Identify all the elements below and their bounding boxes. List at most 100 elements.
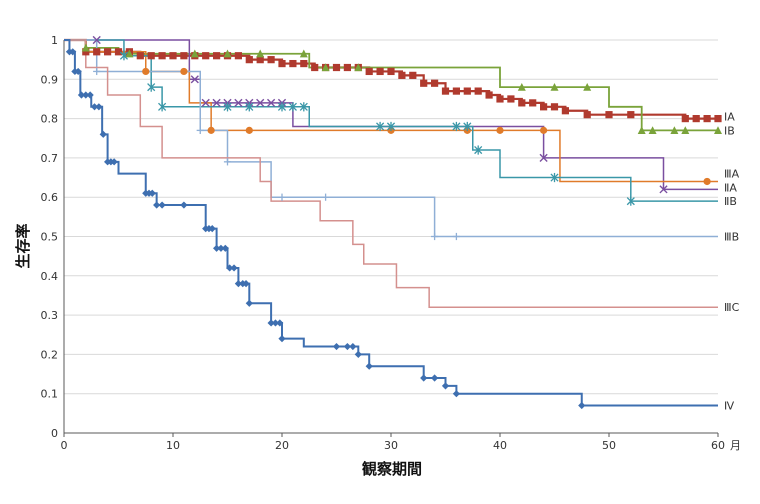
marker-square — [114, 48, 123, 56]
y-tick-label: 0.3 — [41, 309, 59, 322]
marker-x-stroke — [267, 98, 276, 107]
marker-star — [299, 102, 308, 112]
marker-triangle — [637, 126, 646, 134]
marker-diamond — [441, 382, 450, 390]
marker-square — [420, 79, 428, 87]
marker-diamond — [77, 91, 86, 99]
y-tick-label: 0.9 — [41, 73, 59, 86]
marker-circle — [142, 67, 150, 76]
marker-triangle — [354, 63, 363, 72]
marker-diamond — [110, 158, 118, 166]
x-tick-label: 20 — [275, 439, 289, 452]
marker-triangle — [81, 43, 90, 52]
marker-square — [431, 79, 439, 87]
marker-triangle — [299, 49, 308, 58]
x-tick-label: 40 — [493, 439, 507, 452]
marker-circle — [496, 126, 504, 134]
marker-diamond — [354, 350, 362, 358]
marker-square — [136, 52, 144, 60]
series-markers-4 — [119, 51, 635, 206]
marker-square — [627, 111, 635, 119]
marker-star — [147, 82, 156, 92]
y-axis-title: 生存率 — [14, 223, 32, 268]
marker-x — [234, 98, 243, 107]
marker-square — [289, 59, 297, 68]
marker-square — [180, 52, 188, 60]
marker-square — [550, 103, 559, 111]
marker-square — [692, 115, 700, 123]
marker-diamond — [349, 342, 357, 351]
marker-square — [169, 52, 177, 60]
marker-diamond — [332, 342, 341, 351]
marker-diamond — [365, 362, 373, 370]
marker-square — [714, 115, 722, 123]
marker-triangle — [648, 126, 657, 134]
marker-square — [256, 56, 264, 64]
marker-plus — [93, 67, 101, 76]
marker-diamond — [180, 201, 188, 209]
series-markers-2 — [92, 35, 668, 194]
x-tick-label: 60 — [711, 439, 725, 452]
marker-square — [583, 111, 591, 119]
x-unit-label: 月 — [730, 439, 741, 452]
marker-star — [386, 121, 396, 132]
marker-square — [463, 87, 471, 95]
axes: 00.10.20.30.40.50.60.70.80.910 10 20 30 40 50… — [41, 34, 742, 452]
marker-diamond — [86, 91, 94, 99]
marker-diamond — [148, 189, 156, 197]
marker-x — [659, 185, 668, 194]
marker-plus — [196, 126, 204, 134]
marker-square — [213, 52, 221, 60]
marker-diamond — [230, 264, 238, 272]
marker-star — [626, 196, 635, 206]
marker-plus — [322, 193, 330, 201]
series-markers-0 — [82, 48, 722, 123]
marker-diamond — [213, 244, 221, 252]
marker-square — [485, 91, 493, 99]
marker-square — [507, 95, 515, 103]
series-label-3: ⅡA — [724, 181, 737, 194]
marker-triangle — [190, 49, 199, 58]
marker-diamond — [452, 390, 460, 398]
marker-diamond — [153, 201, 161, 209]
marker-diamond — [74, 67, 82, 76]
marker-square — [376, 67, 384, 76]
marker-square — [474, 87, 482, 95]
marker-x-stroke — [234, 98, 243, 107]
marker-x — [256, 98, 265, 107]
series-line-5 — [64, 39, 718, 238]
y-tick-label: 0.7 — [41, 152, 59, 165]
y-tick-label: 1 — [51, 34, 58, 47]
marker-circle — [540, 126, 548, 134]
y-tick-label: 0.6 — [41, 191, 59, 204]
y-tick-label: 0.2 — [41, 348, 59, 361]
marker-circle — [207, 126, 215, 134]
series-markers-7 — [65, 48, 586, 410]
y-tick-label: 0.1 — [41, 388, 59, 401]
series-line-7 — [64, 39, 718, 407]
series-markers-5 — [93, 67, 460, 241]
marker-square — [267, 56, 275, 64]
marker-square — [398, 71, 406, 79]
marker-square — [245, 56, 253, 64]
series-label-7: Ⅳ — [724, 399, 735, 412]
marker-square — [518, 99, 526, 107]
marker-square — [234, 52, 242, 60]
marker-star — [463, 121, 472, 132]
marker-plus — [452, 232, 460, 241]
series-label-6: ⅢC — [724, 301, 740, 314]
marker-square — [93, 48, 101, 56]
marker-diamond — [69, 48, 77, 56]
marker-triangle — [125, 49, 134, 58]
y-tick-label: 0.5 — [41, 231, 59, 244]
marker-diamond — [158, 201, 166, 209]
series-layer — [64, 38, 718, 407]
marker-diamond — [267, 319, 275, 327]
x-tick-label: 10 — [166, 439, 180, 452]
marker-diamond — [90, 103, 99, 111]
marker-square — [496, 95, 504, 103]
marker-square — [278, 59, 286, 68]
marker-triangle — [714, 126, 722, 134]
